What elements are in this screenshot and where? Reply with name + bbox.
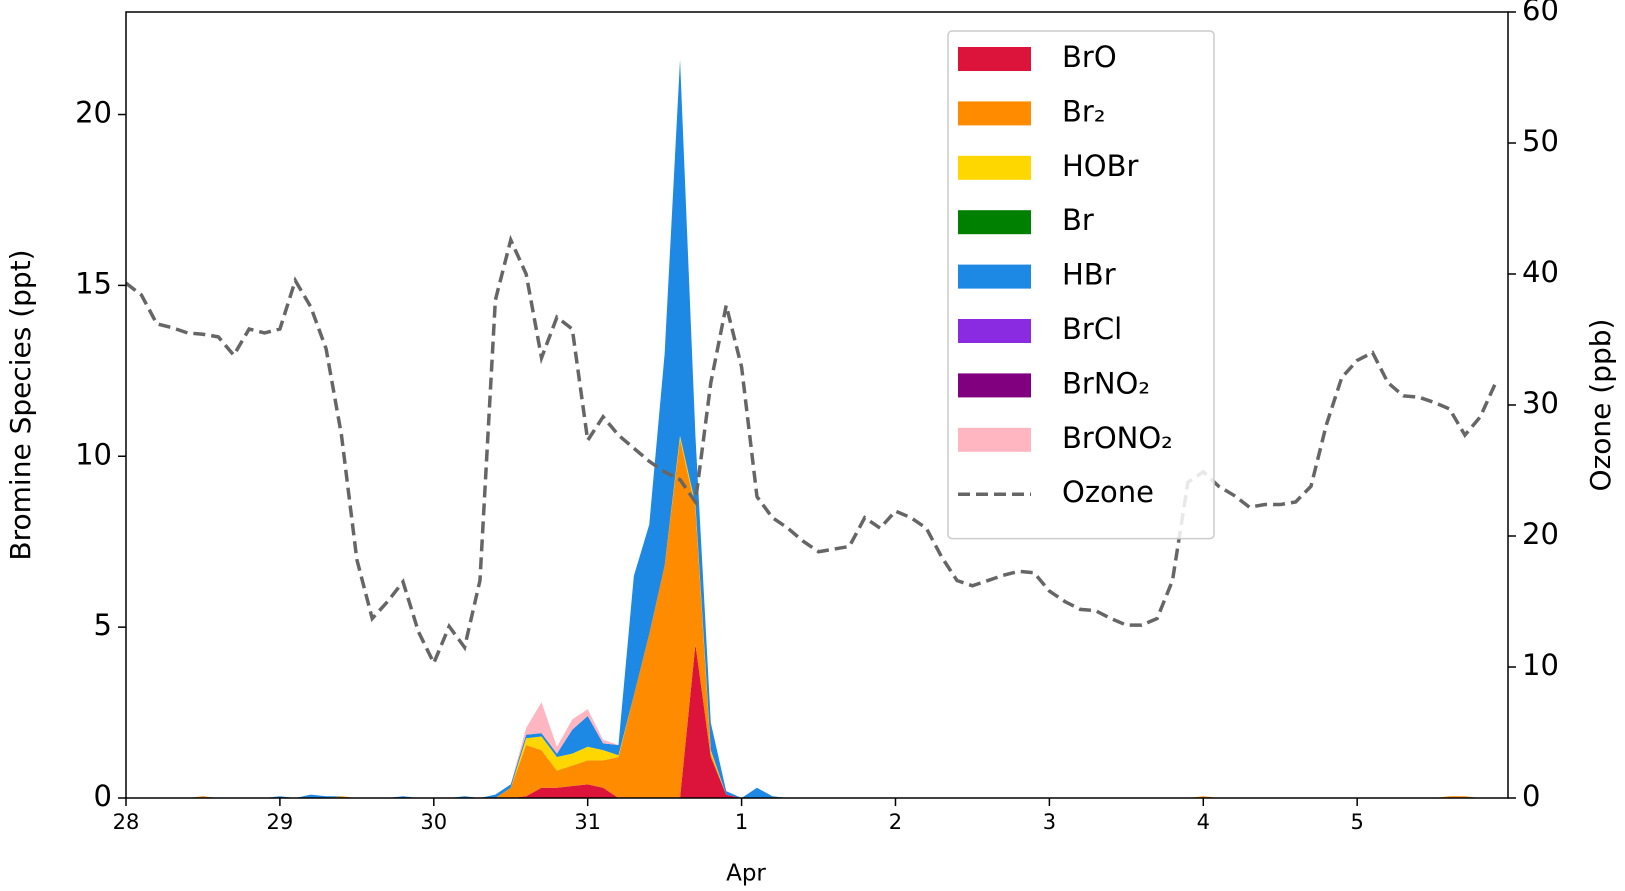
area [126,59,1496,798]
legend-swatch [958,319,1031,343]
legend-label: BrO [1062,40,1117,74]
legend-swatch [958,210,1031,235]
legend-swatch [958,101,1031,126]
legend-label: Br [1062,203,1094,237]
legend-label: HBr [1062,258,1116,292]
area [126,59,1496,798]
area [126,644,1496,798]
y-tick-label: 0 [94,779,112,813]
area [126,435,1496,798]
plot-frame [125,11,1509,799]
plot-area [126,59,1498,798]
legend-label: HOBr [1062,149,1139,183]
y2-tick-label: 40 [1522,255,1559,289]
area [126,59,1496,798]
legend-label: BrONO₂ [1062,421,1173,455]
y-tick-label: 20 [75,96,112,130]
legend-swatch [958,155,1031,180]
legend-swatch [958,47,1031,71]
legend-label: Br₂ [1062,94,1105,128]
legend-label: BrNO₂ [1062,366,1150,400]
area [126,439,1496,798]
x-tick-label: 29 [267,810,294,834]
y2-tick-label: 60 [1522,0,1559,27]
legend: BrO Br₂ HOBr Br HBr BrCl BrNO₂ BrONO₂ Ozone [947,30,1215,540]
legend-label: Ozone [1062,475,1154,509]
y-tick-label: 5 [94,608,112,642]
x-axis-label: Apr [726,861,766,887]
x-tick-label: 28 [113,810,140,834]
y2-tick-label: 10 [1522,648,1559,682]
x-tick-label: 4 [1197,810,1210,834]
legend-swatch [958,373,1031,398]
legend-swatch [958,427,1031,452]
y-tick-label: 15 [75,266,112,300]
legend-swatch [958,264,1031,289]
x-tick-label: 1 [735,810,748,834]
x-tick-label: 5 [1350,810,1363,834]
y2-axis-label: Ozone (ppb) [1584,319,1617,492]
x-tick-label: 30 [420,810,447,834]
y-tick-label: 10 [75,437,112,471]
area [126,59,1496,798]
x-tick-label: 2 [889,810,902,834]
y2-tick-label: 50 [1522,124,1559,158]
legend-label: BrCl [1062,312,1122,346]
line [126,234,1498,668]
y-axis-label: Bromine Species (ppt) [4,249,37,560]
area [126,435,1496,798]
y2-tick-label: 0 [1522,779,1540,813]
y2-tick-label: 30 [1522,386,1559,420]
x-tick-label: 31 [574,810,601,834]
y2-tick-label: 20 [1522,517,1559,551]
x-tick-label: 3 [1043,810,1056,834]
